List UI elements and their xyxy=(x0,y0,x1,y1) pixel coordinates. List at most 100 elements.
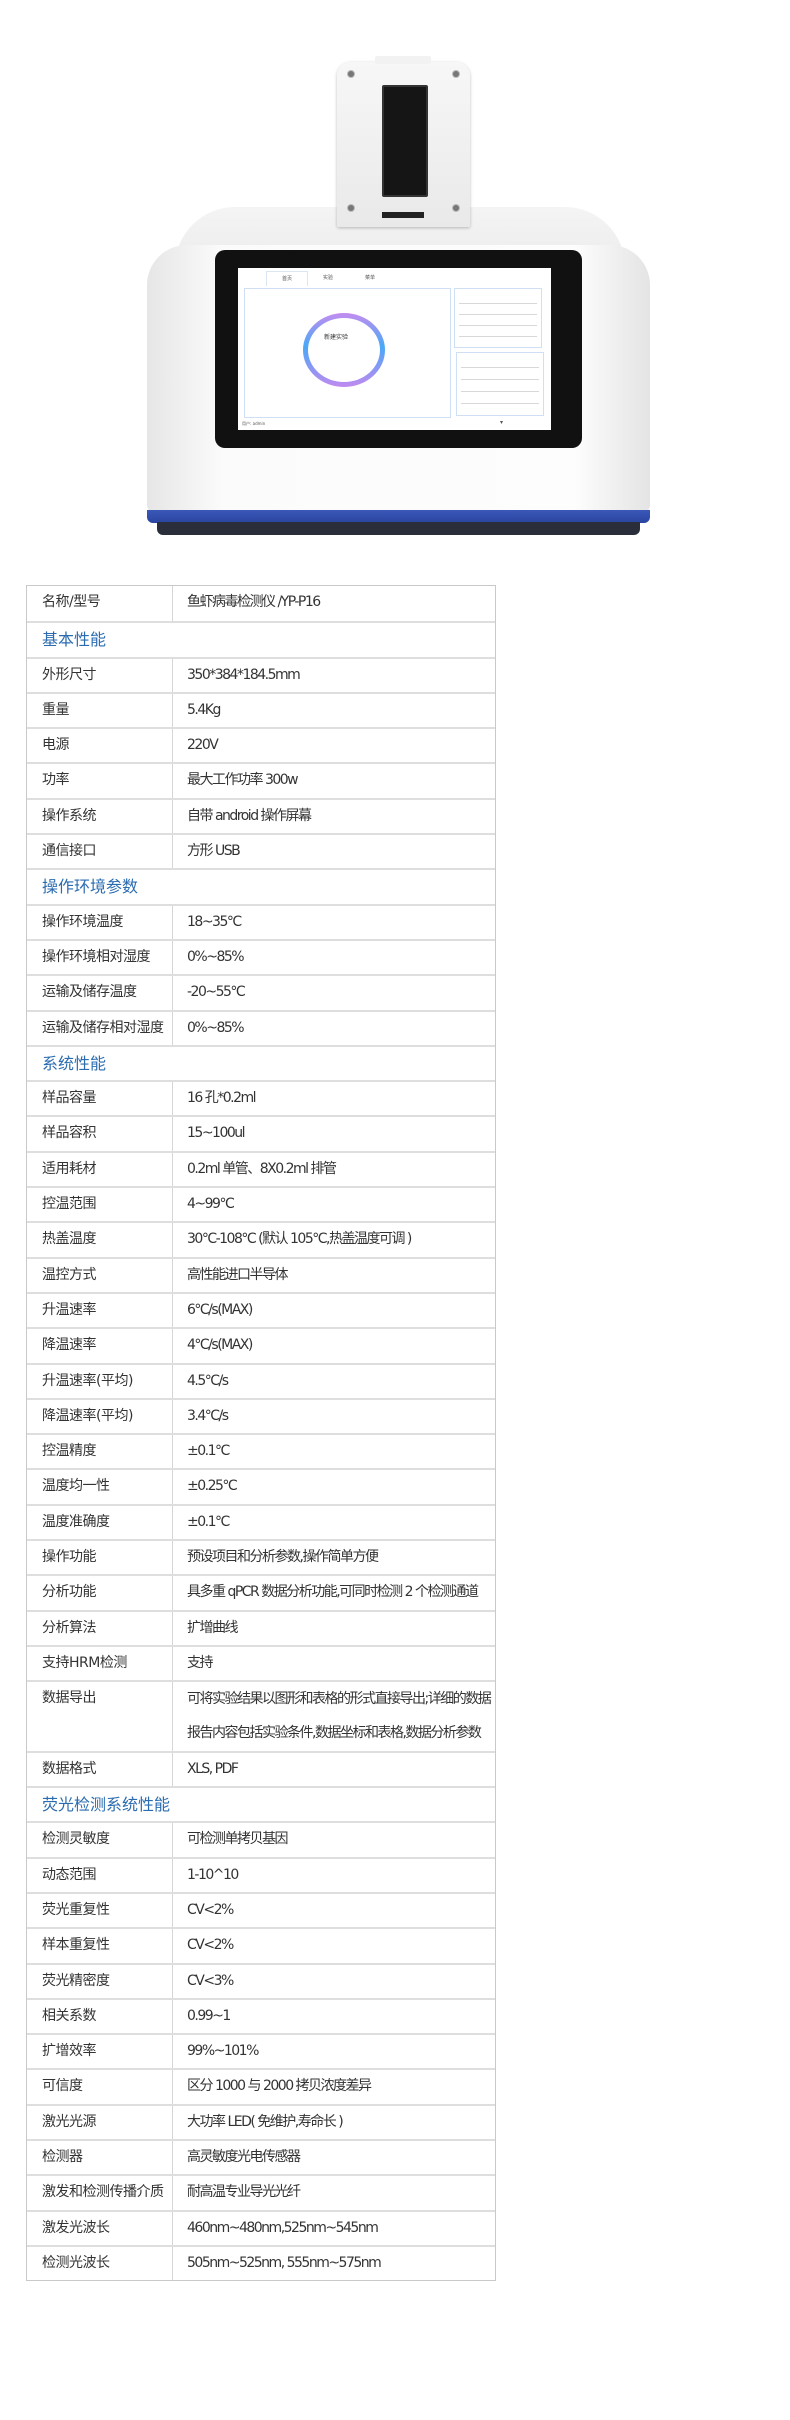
table-row: 样品容量 16 孔*0.2ml xyxy=(27,1080,495,1116)
spec-label: 样品容量 xyxy=(27,1082,173,1116)
spec-label: 通信接口 xyxy=(27,835,173,869)
spec-label: 荧光重复性 xyxy=(27,1893,173,1928)
spec-value: 4°C/s(MAX) xyxy=(173,1329,495,1362)
spec-label: 升温速率(平均) xyxy=(27,1364,173,1398)
screen-side-panel xyxy=(456,352,544,416)
spec-label: 热盖温度 xyxy=(27,1223,173,1257)
table-row: 功率 最大工作功率 300w xyxy=(27,762,495,798)
spec-value-line: 15~100ul xyxy=(187,1125,246,1142)
spec-value: 1-10^10 xyxy=(173,1859,495,1892)
spec-value: ±0.1°C xyxy=(173,1506,495,1539)
spec-value: 高灵敏度光电传感器 xyxy=(173,2141,495,2174)
table-row: 操作环境温度 18~35°C xyxy=(27,903,495,939)
spec-value: 4.5°C/s xyxy=(173,1365,495,1398)
spec-value-line: CV<3% xyxy=(187,1972,234,1989)
spec-value-line: 高性能进口半导体 xyxy=(187,1266,289,1283)
device-screen: 首页 实验 菜单 新建实验 用户: admin ▾ xyxy=(238,268,551,430)
spec-value: 18~35°C xyxy=(173,906,495,939)
table-row: 样品容积 15~100ul xyxy=(27,1115,495,1151)
spec-value-line: CV<2% xyxy=(187,1937,234,1954)
spec-table: 名称/型号 鱼虾病毒检测仪 /YP-P16 基本性能 外形尺寸 350*384*184.… xyxy=(26,585,496,2282)
table-row: 检测光波长 505nm~525nm, 555nm~575nm xyxy=(27,2244,495,2281)
wifi-icon: ▾ xyxy=(500,419,504,426)
spec-value: 30°C-108°C (默认 105°C,热盖温度可调 ) xyxy=(173,1223,495,1256)
spec-value: 方形 USB xyxy=(173,835,495,868)
table-row: 适用耗材 0.2ml 单管、8X0.2ml 排管 xyxy=(27,1150,495,1187)
spec-value-line: ±0.1°C xyxy=(187,1513,230,1530)
spec-label: 相关系数 xyxy=(27,1999,173,2034)
new-experiment-ring xyxy=(303,313,385,387)
spec-label: 温控方式 xyxy=(27,1258,173,1292)
spec-label: 升温速率 xyxy=(27,1293,173,1328)
spec-value-line: 6°C/s(MAX) xyxy=(187,1301,253,1318)
table-row: 名称/型号 鱼虾病毒检测仪 /YP-P16 xyxy=(27,586,495,622)
screw-icon xyxy=(452,204,460,212)
spec-value: XLS, PDF xyxy=(173,1753,495,1786)
screen-status-bar: 用户: admin ▾ xyxy=(238,418,551,430)
device-lid xyxy=(337,56,470,227)
table-row: 温度准确度 ±0.1°C xyxy=(27,1503,495,1540)
spec-value: 最大工作功率 300w xyxy=(173,764,495,797)
spec-label: 可信度 xyxy=(27,2070,173,2104)
table-row: 操作环境相对湿度 0%~85% xyxy=(27,938,495,975)
spec-value-line: 30°C-108°C (默认 105°C,热盖温度可调 ) xyxy=(187,1231,412,1248)
spec-label: 操作环境相对湿度 xyxy=(27,940,173,975)
lid-tab xyxy=(375,56,431,64)
spec-value-line: 4~99°C xyxy=(187,1196,235,1213)
spec-label: 扩增效率 xyxy=(27,2035,173,2069)
spec-value-line: 4.5°C/s xyxy=(187,1372,229,1389)
spec-value: 鱼虾病毒检测仪 /YP-P16 xyxy=(173,586,495,621)
spec-value: 0.99~1 xyxy=(173,2000,495,2033)
spec-value-line: 最大工作功率 300w xyxy=(187,772,299,789)
spec-value: 耐高温专业导光光纤 xyxy=(173,2176,495,2209)
spec-value-line: 大功率 LED( 免维护,寿命长 ) xyxy=(187,2113,344,2130)
spec-value: 扩增曲线 xyxy=(173,1612,495,1645)
spec-value: ±0.1°C xyxy=(173,1435,495,1468)
screen-user-label: 用户: admin xyxy=(242,421,266,426)
screw-icon xyxy=(347,204,355,212)
spec-value: 350*384*184.5mm xyxy=(173,659,495,692)
spec-value-line: ±0.25°C xyxy=(187,1478,238,1495)
spec-value: CV<2% xyxy=(173,1929,495,1962)
spec-value-line: 220V xyxy=(187,737,219,754)
spec-value-line: 方形 USB xyxy=(187,843,241,860)
spec-value-line: 可将实验结果以图形和表格的形式直接导出;详细的数据 xyxy=(187,1691,492,1708)
spec-label: 适用耗材 xyxy=(27,1152,173,1187)
table-row: 控温精度 ±0.1°C xyxy=(27,1433,495,1469)
table-row: 激发和检测传播介质 耐高温专业导光光纤 xyxy=(27,2174,495,2210)
screw-icon xyxy=(347,70,355,78)
spec-label: 运输及储存相对湿度 xyxy=(27,1011,173,1045)
spec-value: 支持 xyxy=(173,1647,495,1680)
spec-value: 220V xyxy=(173,729,495,762)
spec-value: 16 孔*0.2ml xyxy=(173,1082,495,1115)
table-row: 检测灵敏度 可检测单拷贝基因 xyxy=(27,1821,495,1857)
spec-value-line: 0%~85% xyxy=(187,948,245,965)
spec-label: 数据导出 xyxy=(27,1682,173,1751)
spec-value-line: 16 孔*0.2ml xyxy=(187,1090,257,1107)
lid-latch xyxy=(382,212,424,218)
spec-value-line: -20~55°C xyxy=(187,984,246,1001)
spec-value: 6°C/s(MAX) xyxy=(173,1294,495,1327)
screw-icon xyxy=(452,70,460,78)
table-row: 荧光重复性 CV<2% xyxy=(27,1891,495,1928)
table-row: 数据格式 XLS, PDF xyxy=(27,1750,495,1787)
table-row: 激光光源 大功率 LED( 免维护,寿命长 ) xyxy=(27,2103,495,2140)
spec-label: 样品容积 xyxy=(27,1117,173,1151)
spec-value-line: 460nm~480nm,525nm~545nm xyxy=(187,2219,379,2236)
table-row: 可信度 区分 1000 与 2000 拷贝浓度差异 xyxy=(27,2068,495,2104)
screen-main-panel xyxy=(244,288,451,418)
spec-value-line: 报告内容包括实验条件,数据坐标和表格,数据分析参数 xyxy=(187,1725,482,1742)
screen-side-panel xyxy=(454,288,542,348)
table-row: 操作功能 预设项目和分析参数,操作简单方便 xyxy=(27,1539,495,1575)
spec-value: 3.4°C/s xyxy=(173,1400,495,1433)
table-row: 温控方式 高性能进口半导体 xyxy=(27,1256,495,1292)
section-heading-row: 荧光检测系统性能 xyxy=(27,1786,495,1821)
spec-value: -20~55°C xyxy=(173,976,495,1009)
spec-value: 0%~85% xyxy=(173,1012,495,1045)
table-row: 样本重复性 CV<2% xyxy=(27,1927,495,1963)
spec-value-line: 5.4Kg xyxy=(187,701,221,718)
spec-label: 支持HRM检测 xyxy=(27,1646,173,1681)
table-row: 操作系统 自带 android 操作屏幕 xyxy=(27,797,495,834)
spec-label: 重量 xyxy=(27,693,173,728)
spec-label: 操作功能 xyxy=(27,1541,173,1575)
